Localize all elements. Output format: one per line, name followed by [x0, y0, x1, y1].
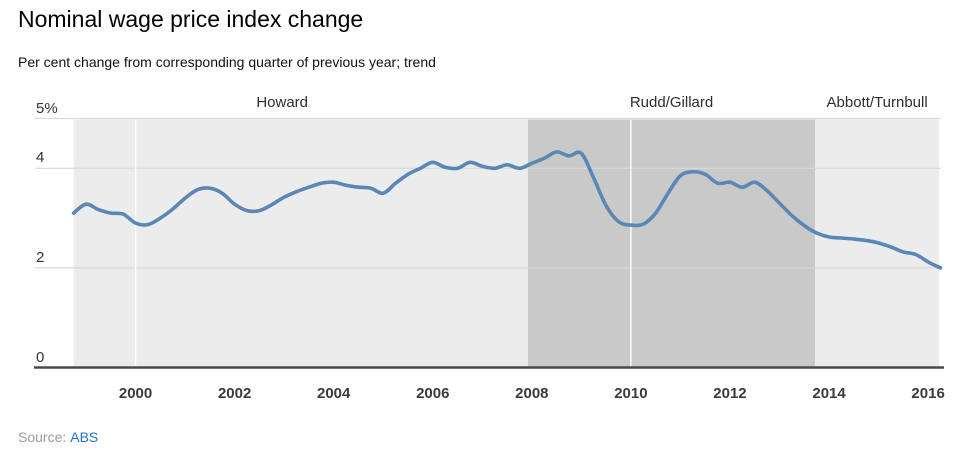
era-label-rudd-gillard: Rudd/Gillard — [629, 94, 714, 111]
x-tick-label-2000: 2000 — [118, 385, 153, 402]
x-tick-label-2002: 2002 — [217, 385, 252, 402]
x-tick-label-2010: 2010 — [614, 385, 648, 402]
era-label-howard: Howard — [256, 94, 309, 111]
x-tick-label-2008: 2008 — [515, 385, 549, 402]
source-link-abs[interactable]: ABS — [70, 429, 99, 445]
chart-subtitle: Per cent change from corresponding quart… — [18, 54, 436, 70]
y-tick-label-5: 5% — [36, 99, 58, 117]
era-band-howard — [73, 119, 528, 367]
page-title: Nominal wage price index change — [18, 6, 364, 32]
y-tick-label-2: 2 — [36, 248, 45, 266]
x-tick-label-2006: 2006 — [416, 385, 450, 402]
x-tick-label-2016: 2016 — [911, 385, 945, 402]
wpi-trend-line — [71, 150, 943, 270]
source-prefix-label: Source: — [18, 429, 67, 445]
y-tick-label-4: 4 — [36, 149, 45, 167]
era-label-abbott-turnbull: Abbott/Turnbull — [826, 94, 928, 111]
x-tick-label-2012: 2012 — [713, 385, 747, 402]
y-tick-label-0: 0 — [36, 348, 45, 366]
x-tick-label-2014: 2014 — [812, 385, 846, 402]
source-row: Source: ABS — [18, 429, 98, 445]
era-band-rudd-gillard — [527, 119, 816, 367]
x-tick-label-2004: 2004 — [317, 385, 351, 402]
